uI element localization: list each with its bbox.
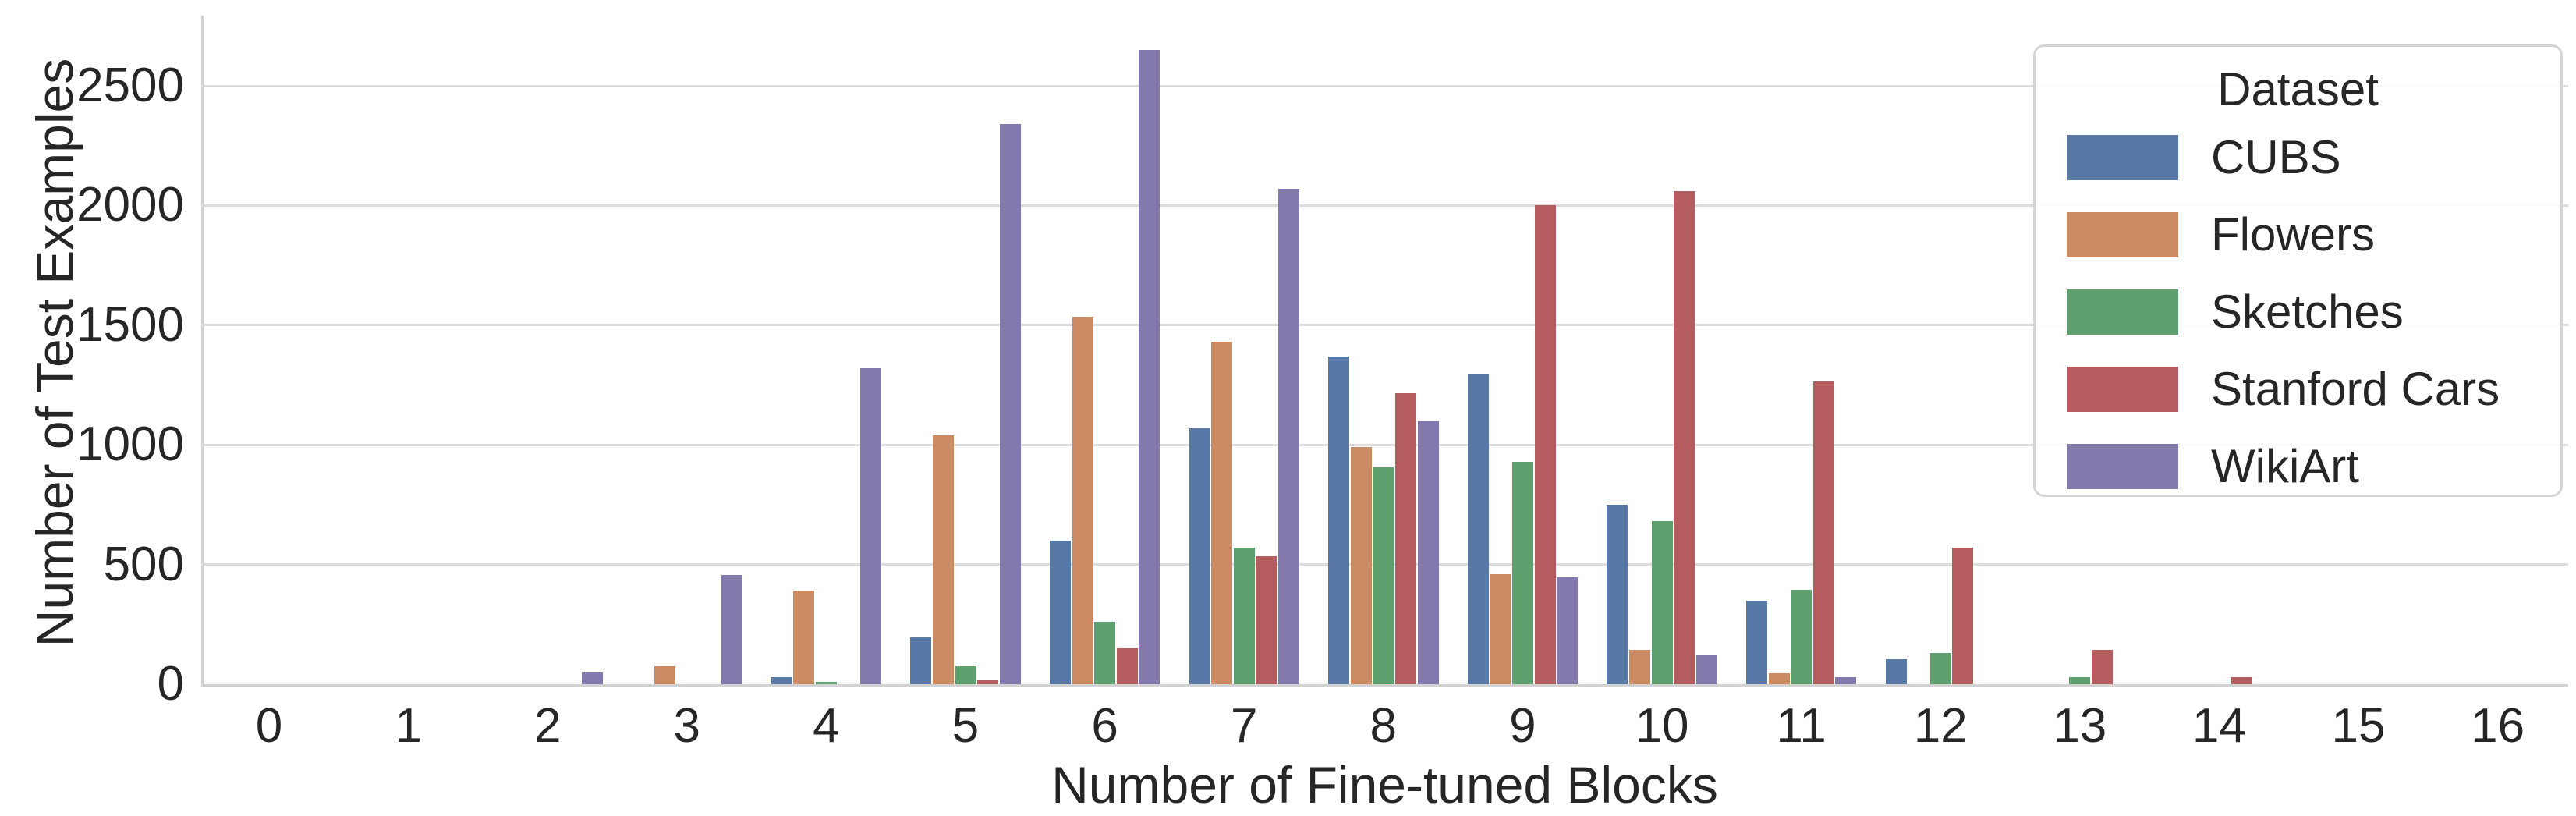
y-tick-1500: 1500 <box>76 297 184 352</box>
bar-flowers-x3 <box>654 666 675 684</box>
y-tick-500: 500 <box>103 537 184 591</box>
legend-item-sketches: Sketches <box>2067 285 2560 339</box>
legend-item-wikiart: WikiArt <box>2067 439 2560 493</box>
x-tick-13: 13 <box>2053 699 2107 753</box>
bar-stanford-cars-x11 <box>1812 381 1834 684</box>
gridline-y1000 <box>201 443 2568 446</box>
x-tick-6: 6 <box>1091 699 1118 753</box>
x-axis-spine <box>201 684 2568 687</box>
bar-sketches-x5 <box>955 666 976 684</box>
bar-cubs-x4 <box>771 676 792 684</box>
bar-stanford-cars-x5 <box>977 680 999 684</box>
legend-item-flowers: Flowers <box>2067 208 2560 261</box>
bar-sketches-x12 <box>1929 653 1951 684</box>
bar-sketches-x8 <box>1373 467 1394 684</box>
bar-wikiart-x11 <box>1835 676 1857 684</box>
legend-item-cubs: CUBS <box>2067 130 2560 184</box>
bar-sketches-x13 <box>2069 676 2091 684</box>
bar-sketches-x11 <box>1791 589 1812 684</box>
legend-swatch-cubs <box>2067 134 2178 180</box>
bar-cubs-x5 <box>910 637 932 684</box>
legend-label: WikiArt <box>2211 440 2359 492</box>
legend-swatch-wikiart <box>2067 443 2178 489</box>
bar-sketches-x7 <box>1233 548 1255 684</box>
legend: Dataset CUBS Flowers Sketches Stanford Cars… <box>2033 44 2563 497</box>
bar-wikiart-x6 <box>1139 49 1160 684</box>
bar-sketches-x6 <box>1094 622 1116 684</box>
legend-title: Dataset <box>2217 63 2379 115</box>
bar-wikiart-x9 <box>1557 577 1579 684</box>
x-tick-12: 12 <box>1913 699 1968 753</box>
legend-label: Stanford Cars <box>2211 363 2500 415</box>
bar-sketches-x9 <box>1511 461 1533 684</box>
bar-stanford-cars-x10 <box>1674 191 1695 684</box>
bar-wikiart-x3 <box>721 575 742 684</box>
bar-sketches-x10 <box>1651 521 1673 684</box>
bar-stanford-cars-x9 <box>1534 205 1556 684</box>
bar-stanford-cars-x6 <box>1116 647 1138 684</box>
x-tick-16: 16 <box>2471 699 2525 753</box>
y-axis-title: Number of Test Examples <box>26 58 83 647</box>
bar-stanford-cars-x14 <box>2231 676 2252 684</box>
bar-flowers-x6 <box>1072 317 1093 684</box>
bar-stanford-cars-x12 <box>1952 548 1974 684</box>
x-axis-title: Number of Fine-tuned Blocks <box>1051 756 1718 814</box>
y-tick-1000: 1000 <box>76 417 184 472</box>
bar-flowers-x7 <box>1211 342 1233 684</box>
bar-flowers-x11 <box>1768 673 1790 684</box>
bar-sketches-x4 <box>815 681 837 684</box>
y-tick-0: 0 <box>157 657 184 711</box>
x-tick-3: 3 <box>673 699 701 753</box>
bar-flowers-x8 <box>1350 447 1372 684</box>
bar-cubs-x8 <box>1328 356 1350 684</box>
y-tick-2000: 2000 <box>76 178 184 232</box>
legend-label: Flowers <box>2211 208 2376 261</box>
x-tick-15: 15 <box>2331 699 2386 753</box>
x-tick-2: 2 <box>533 699 562 753</box>
bar-cubs-x12 <box>1885 658 1907 684</box>
legend-label: Sketches <box>2211 286 2404 338</box>
x-tick-5: 5 <box>951 699 980 753</box>
gridline-y2500 <box>201 84 2568 87</box>
bar-wikiart-x8 <box>1417 420 1439 684</box>
bar-flowers-x10 <box>1628 649 1650 684</box>
plot-area <box>201 16 2568 687</box>
x-tick-8: 8 <box>1369 699 1398 753</box>
bar-flowers-x4 <box>793 591 815 684</box>
legend-swatch-sketches <box>2067 289 2178 335</box>
y-axis-spine <box>201 16 204 684</box>
x-tick-10: 10 <box>1635 699 1689 753</box>
x-tick-7: 7 <box>1230 699 1258 753</box>
bar-cubs-x11 <box>1745 600 1767 684</box>
bar-wikiart-x4 <box>860 368 882 684</box>
legend-item-stanford-cars: Stanford Cars <box>2067 362 2560 416</box>
bar-flowers-x9 <box>1490 573 1511 684</box>
x-tick-11: 11 <box>1776 699 1827 753</box>
bar-cubs-x7 <box>1189 428 1210 684</box>
bar-wikiart-x5 <box>999 124 1021 684</box>
gridline-y1500 <box>201 324 2568 327</box>
y-tick-2500: 2500 <box>76 59 184 112</box>
bar-stanford-cars-x7 <box>1256 555 1277 684</box>
legend-swatch-stanford-cars <box>2067 366 2178 412</box>
bar-flowers-x5 <box>932 435 954 684</box>
x-tick-9: 9 <box>1509 699 1536 753</box>
bar-stanford-cars-x13 <box>2091 649 2113 684</box>
x-tick-14: 14 <box>2192 699 2246 753</box>
gridline-y2000 <box>201 204 2568 207</box>
bar-cubs-x9 <box>1467 374 1489 684</box>
bar-wikiart-x7 <box>1277 188 1299 684</box>
x-tick-4: 4 <box>813 699 840 753</box>
bar-wikiart-x2 <box>581 672 603 684</box>
x-tick-1: 1 <box>395 699 422 753</box>
bar-cubs-x10 <box>1607 504 1628 684</box>
bar-wikiart-x10 <box>1695 655 1717 684</box>
legend-swatch-flowers <box>2067 211 2178 257</box>
bar-stanford-cars-x8 <box>1394 393 1416 684</box>
legend-label: CUBS <box>2211 131 2341 183</box>
x-tick-0: 0 <box>255 699 283 753</box>
bar-cubs-x6 <box>1049 540 1071 684</box>
